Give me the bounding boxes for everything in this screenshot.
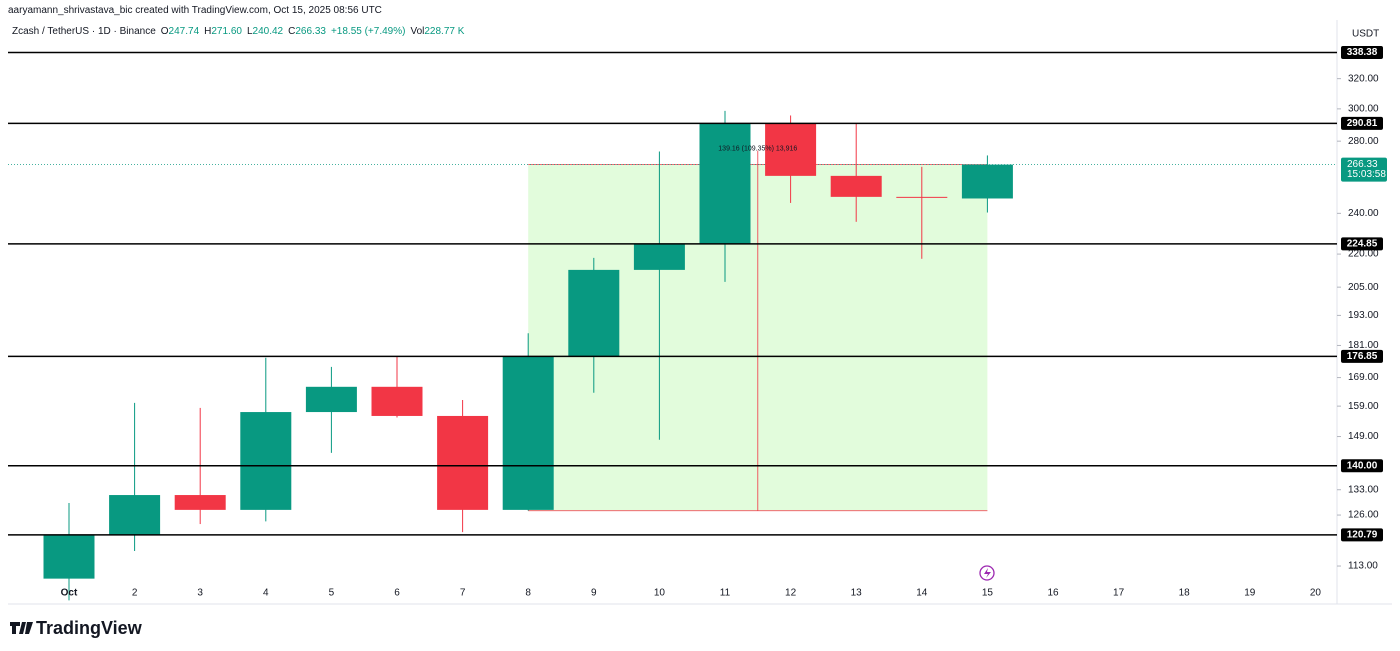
legend-field: H271.60 <box>204 26 242 37</box>
x-tick-label: 14 <box>916 588 928 599</box>
candle-body <box>174 495 226 510</box>
candle-body <box>305 386 357 413</box>
x-tick-label: 6 <box>394 588 400 599</box>
y-tick-label: 240.00 <box>1348 208 1379 219</box>
y-tick-label: 113.00 <box>1348 561 1378 572</box>
x-tick-label: 17 <box>1113 588 1125 599</box>
plot: 139.16 (109.35%) 13,916 <box>8 51 1337 601</box>
candle-body <box>830 175 882 197</box>
y-tick-label: 193.00 <box>1348 310 1379 321</box>
candle-body <box>896 196 948 198</box>
measure-label: 139.16 (109.35%) 13,916 <box>718 145 797 152</box>
candle-body <box>699 123 751 244</box>
level-tag <box>1341 116 1383 130</box>
credit: aaryamann_shrivastava_bic created with T… <box>8 5 382 16</box>
x-tick-label: 16 <box>1047 588 1059 599</box>
level-tag <box>1341 349 1383 363</box>
axis: USDT 113.00 126.00 133.00 149.00 159.00 169.00… <box>61 29 1387 599</box>
event-icon <box>979 565 995 581</box>
legend-value: 240.42 <box>252 26 284 37</box>
candle-body <box>633 243 685 270</box>
level-label: 120.79 <box>1347 529 1378 540</box>
currency-label: USDT <box>1352 29 1379 40</box>
candle-body <box>371 386 423 416</box>
legend-field: O247.74 <box>161 26 199 37</box>
x-tick-label: 2 <box>132 588 138 599</box>
last-price-tag <box>1341 157 1387 182</box>
legend-key: C <box>288 26 296 37</box>
level-label: 338.38 <box>1347 47 1378 58</box>
legend-key: L <box>246 26 253 37</box>
legend-value: 247.74 <box>168 26 200 37</box>
x-tick-label: 20 <box>1310 588 1322 599</box>
legend: Zcash / TetherUS · 1D · Binance O247.74 H2… <box>12 26 464 37</box>
candle-body <box>502 356 554 510</box>
legend-value: +18.55 (+7.49%) <box>330 26 406 37</box>
y-tick-label: 300.00 <box>1348 104 1379 115</box>
x-tick-label: 18 <box>1179 588 1191 599</box>
y-tick-label: 205.00 <box>1348 282 1379 293</box>
y-tick-label: 181.00 <box>1348 340 1379 351</box>
level-tag <box>1341 45 1383 59</box>
x-tick-label: Oct <box>61 588 78 599</box>
x-tick-label: 5 <box>329 588 335 599</box>
x-tick-label: 11 <box>720 588 731 599</box>
x-tick-label: 12 <box>785 588 797 599</box>
level-tag <box>1341 237 1383 251</box>
x-tick-label: 19 <box>1244 588 1256 599</box>
countdown: 15:03:58 <box>1347 169 1386 180</box>
logo <box>10 622 33 634</box>
level-label: 224.85 <box>1347 239 1378 250</box>
legend-key: H <box>204 26 212 37</box>
legend-key: Vol <box>410 26 425 37</box>
legend-value: 266.33 <box>295 26 326 37</box>
x-tick-label: 9 <box>591 588 597 599</box>
y-tick-label: 320.00 <box>1348 73 1379 84</box>
legend-value: 271.60 <box>211 26 242 37</box>
candle-body <box>765 123 817 176</box>
x-tick-label: 8 <box>525 588 531 599</box>
last-price-label: 266.33 <box>1347 159 1378 170</box>
y-tick-label: 169.00 <box>1348 372 1379 383</box>
legend-field: C266.33 <box>288 26 326 37</box>
legend-field: L240.42 <box>247 26 283 37</box>
candle-body <box>43 534 95 579</box>
level-label: 176.85 <box>1347 351 1378 362</box>
event-icon <box>984 568 991 578</box>
x-tick-label: 13 <box>851 588 863 599</box>
x-tick-label: 3 <box>197 588 203 599</box>
x-tick-label: 15 <box>982 588 994 599</box>
y-tick-label: 126.00 <box>1348 510 1379 521</box>
candle-body <box>437 415 489 510</box>
level-tag <box>1341 459 1383 473</box>
legend-value: 228.77 K <box>424 26 465 37</box>
level-label: 290.81 <box>1347 118 1378 129</box>
candle-body <box>240 412 292 510</box>
legend-key: O <box>160 26 169 37</box>
symbol: Zcash / TetherUS · 1D · Binance <box>12 26 156 37</box>
y-tick-label: 159.00 <box>1348 401 1379 412</box>
y-tick-label: 220.00 <box>1348 249 1379 260</box>
y-tick-label: 133.00 <box>1348 484 1379 495</box>
x-tick-label: 10 <box>654 588 666 599</box>
y-tick-label: 149.00 <box>1348 431 1379 442</box>
level-tag <box>1341 528 1383 542</box>
footer: TradingView <box>36 618 142 638</box>
y-tick-label: 280.00 <box>1348 136 1379 147</box>
x-tick-label: 4 <box>263 588 269 599</box>
legend-field: +18.55 (+7.49%) <box>331 26 406 37</box>
x-tick-label: 7 <box>460 588 466 599</box>
candle-body <box>568 269 620 357</box>
candle-body <box>109 495 161 535</box>
legend-field: Vol228.77 K <box>410 26 464 37</box>
candle-body <box>961 164 1013 199</box>
level-label: 140.00 <box>1347 460 1378 471</box>
